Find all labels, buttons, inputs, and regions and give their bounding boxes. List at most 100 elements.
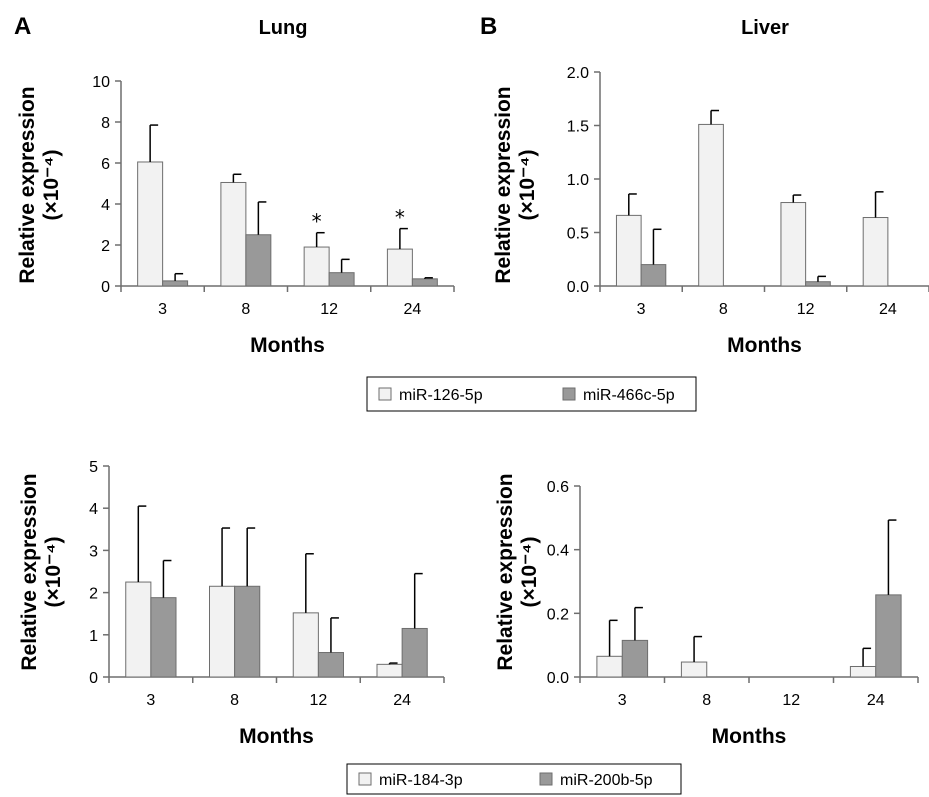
y-tick-label: 0.0 [567,279,589,296]
bar-miR-466c-5p-24 [411,278,438,287]
y-tick-label: 0.4 [547,543,569,560]
x-tick-label: 12 [797,301,815,318]
y-tick-label: 5 [89,459,98,476]
y-axis-title: Relative expression(×10⁻⁴) [494,473,541,670]
bar-miR-126-5p-12 [303,246,330,287]
bar-miR-126-5p-24 [862,217,889,287]
x-tick-label: 24 [403,301,421,318]
bar-miR-126-5p-3 [137,161,164,287]
x-tick-label: 3 [618,692,627,709]
y-axis-title: Relative expression(×10⁻⁴) [18,473,65,670]
legend-label: miR-184-3p [379,772,463,789]
x-tick-label: 3 [637,301,646,318]
y-tick-label: 3 [89,543,98,560]
x-tick-label: 12 [782,692,800,709]
y-tick-label: 2.0 [567,65,589,82]
x-tick-label: 12 [320,301,338,318]
x-tick-label: 3 [146,692,155,709]
x-tick-label: 3 [158,301,167,318]
legend-swatch [562,387,576,401]
y-axis-title-line1: Relative expression [494,473,517,670]
y-tick-label: 0 [89,670,98,687]
y-axis-title-line1: Relative expression [492,86,515,283]
legend-swatch [539,772,553,786]
bar-miR-466c-5p-8 [245,234,272,287]
x-axis-title: Months [239,725,314,748]
bar-miR-126-5p-24 [386,248,413,287]
y-axis-title: Relative expression(×10⁻⁴) [16,86,63,283]
legend-label: miR-126-5p [399,387,483,404]
chart-panel-4: 0.0 0.2 0.4 0.6 3 8 12 24 Relative expression(×1… [494,473,919,748]
bar-miR-466c-5p-12 [328,272,355,287]
legend-label: miR-466c-5p [583,387,675,404]
bar-miR-200b-5p-24 [401,627,428,678]
y-tick-label: 0.5 [567,226,589,243]
x-tick-label: 24 [867,692,885,709]
panel-letter: B [480,13,497,40]
y-tick-label: 2 [89,586,98,603]
y-axis-title-line2: (×10⁻⁴) [40,149,63,220]
y-tick-label: 1 [89,628,98,645]
bar-miR-126-5p-3 [615,214,642,287]
legend-box [366,376,697,412]
bar-miR-184-3p-8 [680,661,708,678]
bar-miR-200b-5p-8 [234,585,261,678]
x-tick-label: 24 [879,301,897,318]
bar-miR-126-5p-8 [698,123,724,287]
bar-miR-466c-5p-12 [805,281,831,287]
y-axis-title-line2: (×10⁻⁴) [516,149,539,220]
bar-miR-200b-5p-24 [875,594,902,678]
y-tick-label: 10 [92,74,110,91]
chart-panel-2: B Liver 0.0 0.5 1.0 1.5 2.0 3 8 12 24 Relative expr… [480,13,929,357]
y-tick-label: 1.0 [567,172,589,189]
bar-miR-184-3p-24 [849,665,877,678]
bar-miR-184-3p-3 [596,655,623,678]
x-tick-label: 8 [241,301,250,318]
legend-swatch [358,772,372,786]
x-tick-label: 8 [719,301,728,318]
y-tick-label: 4 [89,501,98,518]
y-axis-title-line1: Relative expression [16,86,39,283]
y-tick-label: 0 [101,279,110,296]
y-axis-title-line2: (×10⁻⁴) [42,536,65,607]
y-tick-label: 1.5 [567,119,589,136]
bar-miR-184-3p-3 [125,581,152,678]
legend-swatch [378,387,392,401]
y-tick-label: 0.0 [547,670,569,687]
x-tick-label: 24 [393,692,411,709]
y-axis-title-line2: (×10⁻⁴) [518,536,541,607]
x-axis-title: Months [727,334,802,357]
bar-miR-126-5p-8 [220,181,247,287]
x-tick-label: 8 [230,692,239,709]
x-axis-title: Months [712,725,787,748]
y-tick-label: 2 [101,238,110,255]
panel-letter: A [14,13,31,40]
x-tick-label: 8 [702,692,711,709]
bar-miR-200b-5p-3 [150,597,177,678]
y-tick-label: 0.6 [547,479,569,496]
bar-miR-184-3p-8 [209,585,236,678]
x-axis-title: Months [250,334,325,357]
bar-miR-200b-5p-12 [317,652,344,678]
bar-miR-126-5p-12 [780,202,807,287]
significance-marker: * [312,210,322,234]
y-tick-label: 0.2 [547,606,569,623]
bar-miR-466c-5p-3 [162,280,189,287]
legend-box [346,763,682,795]
legend-2: miR-184-3p miR-200b-5p [346,763,682,795]
bar-miR-200b-5p-3 [621,639,649,678]
y-axis-title: Relative expression(×10⁻⁴) [492,86,539,283]
y-tick-label: 6 [101,156,110,173]
significance-marker: * [395,206,405,230]
chart-title: Liver [741,17,789,39]
chart-title: Lung [259,17,308,39]
y-tick-label: 8 [101,115,110,132]
bar-miR-184-3p-24 [376,663,403,678]
y-tick-label: 4 [101,197,110,214]
legend-1: miR-126-5p miR-466c-5p [366,376,697,412]
x-tick-label: 12 [309,692,327,709]
y-axis-title-line1: Relative expression [18,473,41,670]
